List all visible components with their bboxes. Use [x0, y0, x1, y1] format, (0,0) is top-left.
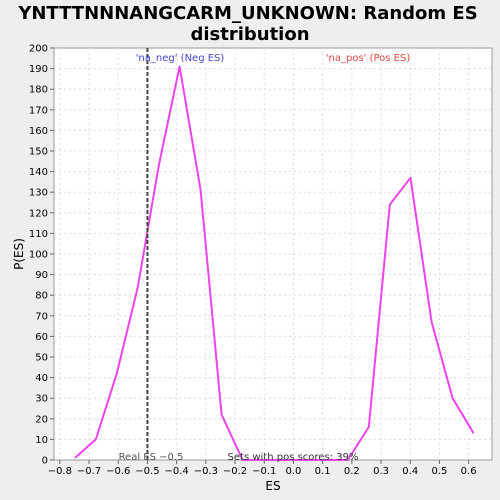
series-line: [74, 65, 475, 461]
pos-es-label: 'na_pos' (Pos ES): [326, 53, 411, 64]
y-axis-label: P(ES): [12, 238, 26, 270]
y-tick-label: 180: [29, 85, 48, 96]
y-tick-label: 30: [35, 394, 48, 405]
x-tick-label: −0.3: [194, 466, 218, 477]
y-tick-label: 170: [29, 105, 48, 116]
y-tick-label: 10: [35, 435, 48, 446]
y-tick-label: 150: [29, 147, 48, 158]
x-tick-label: 0.3: [373, 466, 389, 477]
x-tick-label: 0.2: [344, 466, 360, 477]
y-tick-label: 60: [35, 332, 48, 343]
y-tick-label: 20: [35, 414, 48, 425]
y-tick-label: 50: [35, 353, 48, 364]
y-tick-label: 40: [35, 373, 48, 384]
x-tick-label: 0.6: [461, 466, 477, 477]
x-tick-label: −0.7: [77, 466, 101, 477]
x-tick-label: 0.4: [402, 466, 418, 477]
y-tick-label: 110: [29, 229, 48, 240]
y-axis-ticks: 0 10 20 30 40 50 60 70 80 90 100 110 120 130 140 150 160…: [29, 44, 54, 467]
x-tick-label: −0.4: [164, 466, 188, 477]
y-tick-label: 190: [29, 64, 48, 75]
x-tick-label: −0.2: [223, 466, 247, 477]
x-tick-label: −0.1: [252, 466, 276, 477]
y-tick-label: 140: [29, 167, 48, 178]
y-tick-label: 130: [29, 188, 48, 199]
series-layer: [74, 65, 475, 461]
y-tick-label: 90: [35, 270, 48, 281]
neg-es-label: 'na_neg' (Neg ES): [136, 53, 225, 64]
x-tick-label: 0.0: [285, 466, 301, 477]
x-axis-label: ES: [265, 479, 280, 493]
y-tick-label: 160: [29, 126, 48, 137]
y-tick-label: 200: [29, 44, 48, 55]
chart-title-line1: YNTTTNNNANGCARM_UNKNOWN: Random ES: [17, 3, 477, 24]
x-tick-label: 0.1: [315, 466, 331, 477]
x-tick-label: −0.5: [135, 466, 159, 477]
pos-scores-text: Sets with pos scores: 39%: [228, 452, 359, 463]
y-tick-label: 0: [42, 456, 48, 467]
x-tick-label: −0.6: [106, 466, 130, 477]
x-tick-label: −0.8: [48, 466, 72, 477]
y-tick-label: 120: [29, 208, 48, 219]
real-es-label: Real ES −0.5: [119, 452, 184, 463]
x-axis-ticks: −0.8 −0.7 −0.6 −0.5 −0.4 −0.3 −0.2 −0.1 0.0 0.1 0.…: [48, 460, 477, 477]
chart-title-line2: distribution: [190, 24, 309, 45]
y-tick-label: 80: [35, 291, 48, 302]
x-tick-label: 0.5: [431, 466, 447, 477]
y-tick-label: 100: [29, 250, 48, 261]
y-tick-label: 70: [35, 311, 48, 322]
